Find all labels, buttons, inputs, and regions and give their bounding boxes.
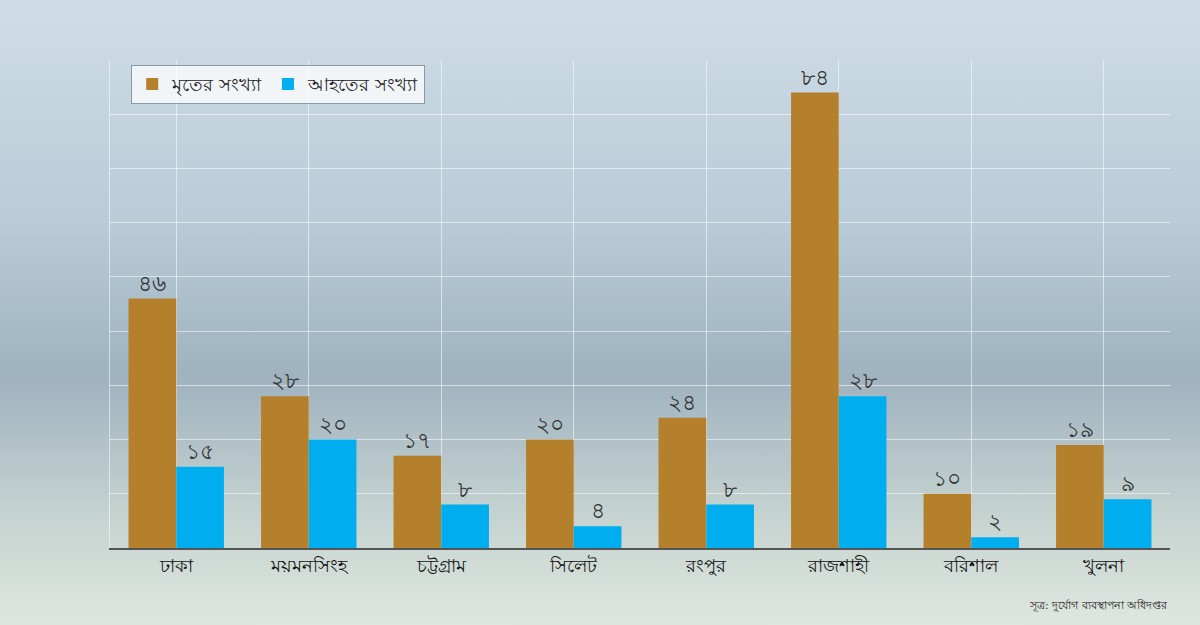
- svg-text:২০: ২০: [536, 412, 564, 437]
- svg-text:৮: ৮: [723, 477, 737, 502]
- svg-text:৮৪: ৮৪: [801, 65, 829, 90]
- svg-text:চট্টগ্রাম: চট্টগ্রাম: [416, 555, 467, 576]
- svg-text:২৮: ২৮: [271, 368, 299, 393]
- svg-text:১৯: ১৯: [1066, 417, 1094, 442]
- svg-text:২০: ২০: [319, 412, 347, 437]
- svg-text:৯: ৯: [1121, 471, 1135, 496]
- svg-text:২: ২: [988, 509, 1002, 534]
- svg-text:সূত্র: দুর্যোগ ব্যবস্থাপনা অধি: সূত্র: দুর্যোগ ব্যবস্থাপনা অধিদপ্তর: [1029, 599, 1168, 612]
- svg-text:ঢাকা: ঢাকা: [159, 555, 194, 576]
- svg-text:মৃতের সংখ্যা: মৃতের সংখ্যা: [171, 74, 262, 96]
- svg-text:১৫: ১৫: [186, 439, 214, 464]
- svg-text:ময়মনসিংহ: ময়মনসিংহ: [270, 555, 349, 576]
- svg-text:১০: ১০: [933, 466, 961, 491]
- svg-text:৮: ৮: [458, 477, 472, 502]
- svg-text:খুলনা: খুলনা: [1083, 555, 1125, 576]
- svg-text:১৭: ১৭: [403, 428, 431, 453]
- svg-text:আহতের সংখ্যা: আহতের সংখ্যা: [307, 74, 418, 95]
- svg-text:সিলেট: সিলেট: [549, 555, 598, 576]
- svg-text:রাজশাহী: রাজশাহী: [807, 555, 870, 576]
- svg-text:২৪: ২৪: [668, 390, 696, 415]
- svg-text:২৮: ২৮: [849, 368, 877, 393]
- svg-text:রংপুর: রংপুর: [685, 555, 727, 576]
- svg-text:৪: ৪: [591, 498, 605, 523]
- svg-text:৪৬: ৪৬: [138, 271, 166, 296]
- svg-text:বরিশাল: বরিশাল: [943, 555, 999, 576]
